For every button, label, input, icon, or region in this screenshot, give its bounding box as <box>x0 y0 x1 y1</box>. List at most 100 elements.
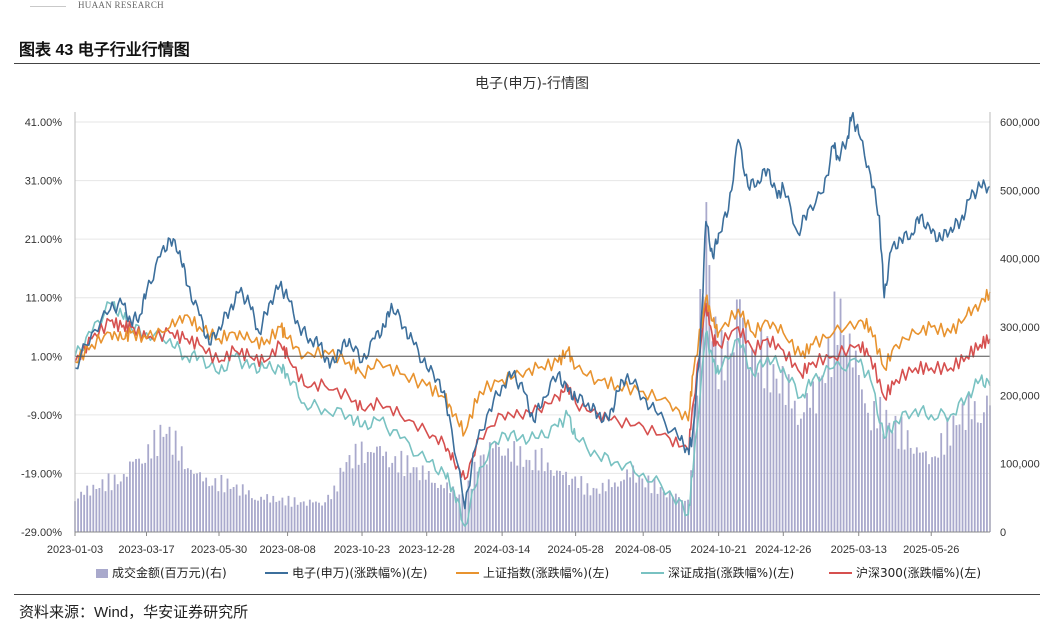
volume-bar <box>854 350 857 532</box>
volume-bar <box>687 499 689 532</box>
volume-bar <box>623 479 625 532</box>
volume-bar <box>241 484 244 532</box>
volume-bar <box>104 491 107 532</box>
volume-bar <box>861 389 863 532</box>
volume-bar <box>918 452 921 532</box>
volume-bar <box>983 412 985 532</box>
volume-bar <box>196 473 198 532</box>
volume-bar <box>912 453 915 532</box>
volume-bar <box>644 487 647 532</box>
volume-bar <box>653 478 656 532</box>
volume-bar <box>793 400 796 532</box>
y-right-tick-label: 400,000 <box>1000 254 1040 266</box>
volume-bar <box>784 404 787 532</box>
volume-bar <box>723 380 726 532</box>
volume-bar <box>254 499 256 532</box>
volume-bar <box>809 407 811 532</box>
volume-bar <box>504 455 506 532</box>
volume-bar <box>522 466 525 532</box>
volume-bar <box>760 328 763 532</box>
volume-bar <box>324 502 326 532</box>
volume-bar <box>769 392 772 532</box>
volume-bar <box>150 458 153 532</box>
legend-label: 上证指数(涨跌幅%)(左) <box>483 565 609 580</box>
volume-bar <box>437 487 439 532</box>
volume-bar <box>77 498 79 532</box>
volume-bar <box>479 455 482 532</box>
volume-bar <box>806 393 808 532</box>
volume-bar <box>906 430 909 532</box>
volume-bar <box>446 482 448 532</box>
volume-bar <box>342 471 345 532</box>
volume-bar <box>549 470 552 532</box>
volume-bar <box>376 446 378 532</box>
volume-bar <box>394 456 397 532</box>
volume-bar <box>449 493 452 532</box>
volume-bar <box>129 461 131 532</box>
volume-bar <box>308 499 311 532</box>
volume-bar <box>970 419 973 532</box>
volume-bar <box>89 495 92 532</box>
volume-bar <box>726 341 729 532</box>
volume-bar <box>973 401 976 532</box>
volume-bar <box>815 413 818 532</box>
volume-bar <box>867 412 869 532</box>
volume-bar <box>897 448 900 532</box>
volume-bar <box>369 452 372 532</box>
volume-bar <box>754 349 757 532</box>
volume-bar <box>251 498 253 532</box>
volume-bar <box>470 488 473 532</box>
source-note: 资料来源：Wind，华安证券研究所 <box>19 604 249 621</box>
volume-bar <box>354 443 357 532</box>
volume-bar <box>705 202 708 532</box>
volume-bar <box>876 428 879 532</box>
volume-bar <box>986 395 988 532</box>
volume-bar <box>132 461 134 532</box>
volume-bar <box>235 484 238 532</box>
volume-bar <box>742 317 744 532</box>
volume-bar <box>257 500 259 532</box>
volume-bar <box>952 415 955 532</box>
volume-bar <box>351 468 354 532</box>
volume-bar <box>543 471 546 532</box>
volume-bar <box>678 497 680 532</box>
volume-bar <box>284 505 287 532</box>
volume-bar <box>601 482 604 532</box>
volume-bar <box>891 432 894 532</box>
volume-bar <box>696 395 699 532</box>
series-line <box>74 301 991 527</box>
volume-bar <box>421 465 424 532</box>
volume-bar <box>586 483 589 532</box>
chart-svg: 电子(申万)-行情图 41.00% 31.00% 21.00% 11.00% 1.00%… <box>21 76 1040 580</box>
volume-bar <box>937 457 940 532</box>
volume-bar <box>693 403 696 532</box>
volume-bar <box>842 335 845 532</box>
volume-bar <box>363 463 366 532</box>
volume-bar <box>757 372 760 532</box>
volume-bars <box>74 202 991 532</box>
volume-bar <box>138 458 140 532</box>
volume-bar <box>495 441 497 532</box>
y-right-tick-label: 100,000 <box>1000 459 1040 471</box>
volume-bar <box>302 501 305 532</box>
series-line <box>74 288 991 437</box>
volume-bar <box>336 491 339 532</box>
volume-bar <box>772 364 775 532</box>
volume-bar <box>610 487 613 532</box>
volume-bar <box>220 474 223 532</box>
volume-bar <box>632 465 635 532</box>
volume-bar <box>217 491 220 532</box>
volume-bar <box>781 365 784 532</box>
x-tick-label: 2024-08-05 <box>615 544 671 556</box>
y-left-tick-label: 21.00% <box>25 234 63 246</box>
volume-bar <box>540 448 543 532</box>
volume-bar <box>80 491 82 532</box>
volume-bar <box>751 349 753 532</box>
volume-bar <box>345 462 348 532</box>
volume-bar <box>473 461 476 532</box>
x-tick-label: 2024-12-26 <box>755 544 811 556</box>
volume-bar <box>525 459 528 532</box>
volume-bar <box>617 486 619 532</box>
volume-bar <box>330 499 333 532</box>
volume-bar <box>440 484 442 532</box>
